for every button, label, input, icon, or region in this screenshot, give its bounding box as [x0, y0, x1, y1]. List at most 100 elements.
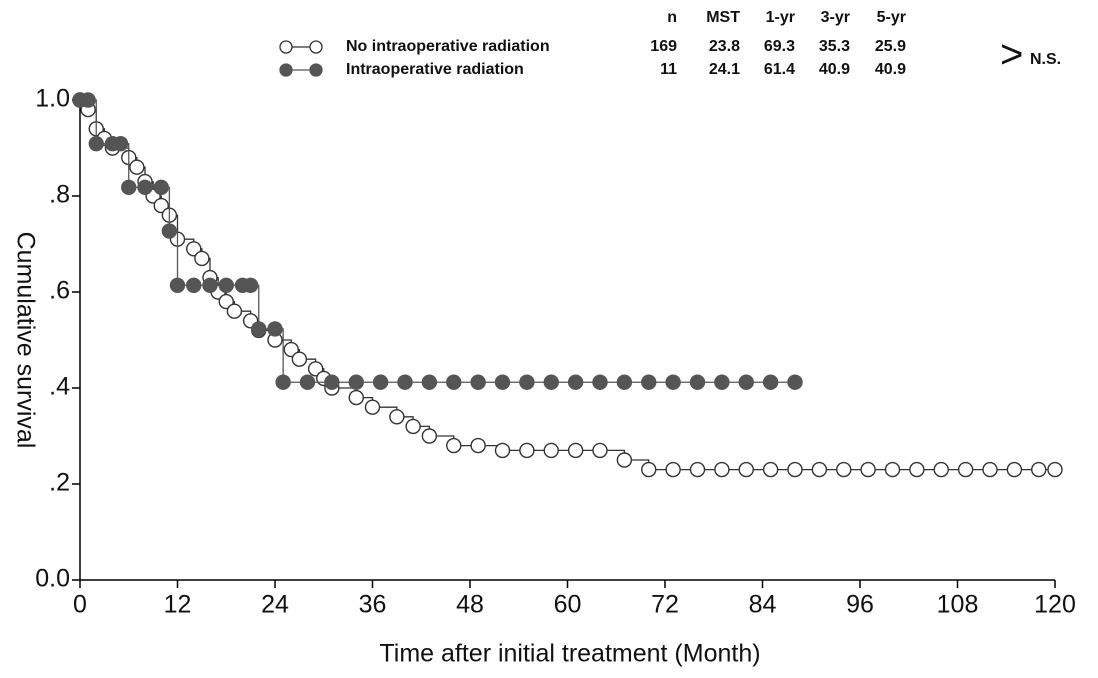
open-marker — [364, 399, 381, 415]
x-tick-label: 12 — [164, 591, 192, 619]
table-cell: 40.9 — [819, 61, 850, 78]
x-tick-label: 84 — [749, 591, 777, 619]
filled-marker — [616, 374, 633, 390]
filled-marker — [714, 374, 730, 390]
table-cell: 61.4 — [764, 61, 795, 78]
filled-marker — [153, 179, 169, 196]
table-cell: 69.3 — [764, 38, 795, 55]
filled-marker — [242, 277, 259, 293]
legend-marker — [279, 40, 293, 54]
open-marker — [348, 389, 364, 406]
filled-marker — [169, 277, 186, 293]
table-header: 1-yr — [766, 9, 795, 26]
open-marker — [389, 409, 405, 425]
filled-marker — [88, 135, 104, 152]
filled-marker — [251, 321, 267, 337]
filled-marker — [446, 374, 462, 390]
legend-label: Intraoperative radiation — [346, 61, 524, 78]
open-marker — [543, 442, 559, 459]
y-tick-label: 1.0 — [35, 85, 70, 113]
filled-marker — [372, 374, 389, 390]
open-marker — [982, 461, 998, 478]
open-marker — [194, 250, 210, 267]
open-marker — [291, 351, 308, 367]
open-marker — [860, 461, 876, 478]
table-cell: 24.1 — [709, 61, 740, 78]
open-marker — [446, 437, 462, 454]
legend-label: No intraoperative radiation — [346, 38, 550, 55]
table-cell: 169 — [650, 38, 677, 55]
y-tick-label: .4 — [49, 373, 70, 401]
filled-marker — [567, 374, 584, 390]
y-tick-label: .8 — [49, 181, 70, 209]
x-tick-label: 60 — [554, 591, 582, 619]
filled-marker — [421, 374, 438, 390]
open-marker — [787, 461, 803, 478]
open-marker — [226, 303, 243, 319]
open-marker — [1006, 461, 1023, 478]
table-cell: 11 — [660, 61, 677, 78]
x-tick-label: 24 — [261, 591, 289, 619]
y-axis-title: Cumulative survival — [11, 232, 39, 449]
filled-marker — [470, 374, 486, 390]
x-tick-label: 72 — [651, 591, 679, 619]
filled-marker — [112, 135, 129, 152]
filled-marker — [641, 374, 657, 390]
filled-marker — [324, 374, 340, 390]
filled-marker — [519, 374, 535, 390]
filled-marker — [80, 92, 96, 108]
y-tick-label: 0.0 — [35, 565, 70, 593]
open-marker — [567, 442, 584, 459]
filled-marker — [665, 374, 681, 390]
x-tick-label: 120 — [1034, 591, 1076, 619]
table-cell: 40.9 — [875, 61, 906, 78]
legend-marker — [279, 63, 293, 77]
y-tick-label: .2 — [49, 469, 70, 497]
open-marker — [1031, 461, 1047, 478]
filled-marker — [275, 374, 291, 390]
open-marker — [665, 461, 681, 478]
table-header: MST — [706, 9, 740, 26]
open-marker — [762, 461, 779, 478]
open-marker — [519, 442, 535, 459]
filled-marker — [218, 277, 234, 293]
filled-marker — [267, 321, 283, 337]
filled-marker — [137, 179, 153, 196]
open-marker — [957, 461, 974, 478]
open-marker — [470, 437, 486, 454]
table-cell: 25.9 — [875, 38, 906, 55]
table-header: 5-yr — [877, 9, 906, 26]
filled-marker — [738, 374, 754, 390]
legend-marker — [309, 40, 323, 54]
open-marker — [884, 461, 901, 478]
table-header: n — [667, 9, 677, 26]
filled-marker — [348, 374, 364, 390]
open-marker — [933, 461, 949, 478]
open-marker — [1047, 461, 1063, 478]
x-tick-label: 96 — [846, 591, 874, 619]
x-tick-label: 48 — [456, 591, 484, 619]
table-header: 3-yr — [821, 9, 850, 26]
x-tick-label: 108 — [937, 591, 979, 619]
y-tick-label: .6 — [49, 277, 70, 305]
open-marker — [738, 461, 754, 478]
filled-marker — [186, 277, 202, 293]
filled-marker — [494, 374, 511, 390]
open-marker — [836, 461, 852, 478]
filled-marker — [299, 374, 316, 390]
table-cell: 35.3 — [819, 38, 850, 55]
filled-marker — [762, 374, 779, 390]
open-marker — [641, 461, 657, 478]
filled-marker — [202, 277, 218, 293]
open-marker — [811, 461, 828, 478]
x-tick-label: 36 — [359, 591, 387, 619]
open-marker — [616, 452, 633, 468]
open-marker — [421, 428, 438, 444]
open-marker — [909, 461, 925, 478]
open-marker — [689, 461, 706, 478]
open-marker — [405, 418, 421, 435]
open-marker — [494, 442, 511, 459]
bracket: > — [1000, 33, 1023, 77]
filled-marker — [543, 374, 559, 390]
